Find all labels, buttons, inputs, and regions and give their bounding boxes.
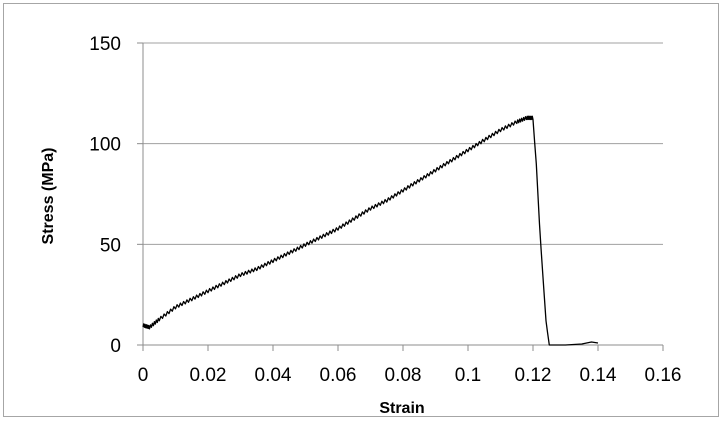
- x-tick-label: 0.06: [320, 365, 357, 386]
- gridlines: [143, 42, 663, 245]
- y-axis-title: Stress (MPa): [40, 148, 57, 245]
- x-tick-label: 0.16: [645, 365, 682, 386]
- y-tick-label: 100: [89, 135, 121, 156]
- x-axis-title: Strain: [379, 400, 424, 417]
- x-tick-label: 0.12: [515, 365, 552, 386]
- chart-frame: [3, 3, 719, 417]
- series-line-0: [142, 115, 599, 346]
- series-group: [142, 115, 599, 346]
- y-tick-label: 0: [110, 336, 121, 357]
- x-tick-label: 0.14: [580, 365, 617, 386]
- y-tick-label: 150: [89, 34, 121, 55]
- y-tick-label: 50: [100, 235, 121, 256]
- x-tick-labels: 0 0.02 0.04 0.06 0.08 0.1 0.12 0.14 0.16: [138, 365, 682, 386]
- x-tick-label: 0.08: [385, 365, 422, 386]
- y-tick-labels: 0 50 100 150: [89, 34, 121, 357]
- x-tick-label: 0.04: [255, 365, 292, 386]
- x-tick-label: 0.1: [455, 365, 481, 386]
- x-tick-label: 0: [138, 365, 149, 386]
- x-tick-label: 0.02: [190, 365, 227, 386]
- axes: [137, 42, 664, 351]
